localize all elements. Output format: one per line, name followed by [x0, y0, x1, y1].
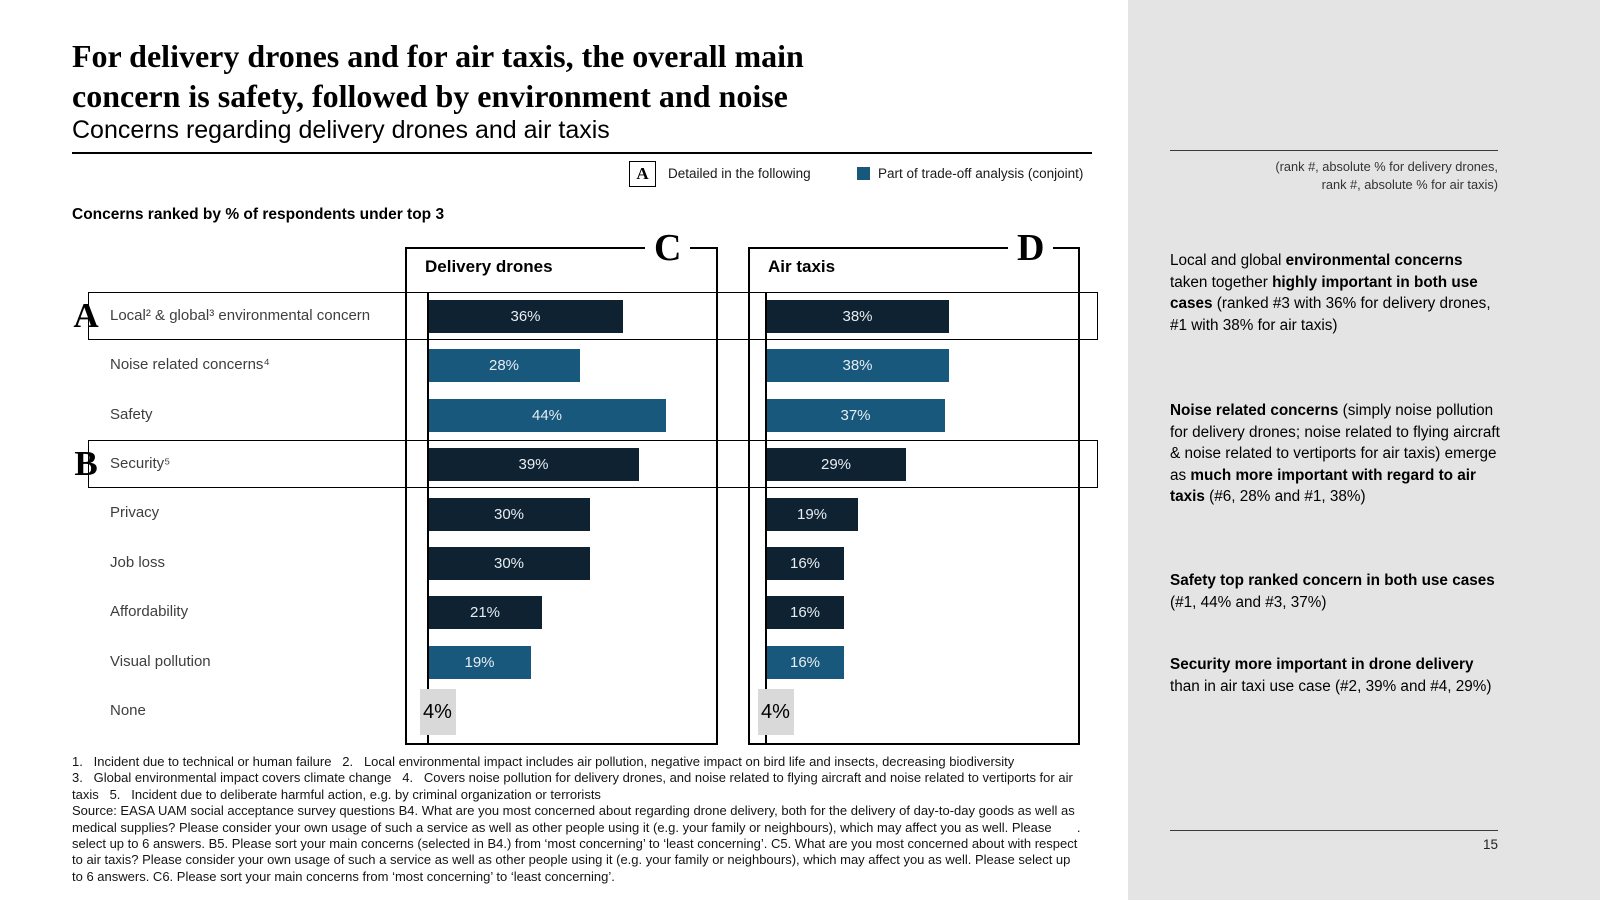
footnote-line: select up to 6 answers. B5. Please sort … — [72, 836, 1078, 851]
bar-delivery: 19% — [428, 645, 531, 679]
sidebar-text: (simply noise pollution for delivery dro… — [1170, 402, 1500, 484]
category-label: Privacy — [110, 504, 160, 522]
bar-value-label: 16% — [789, 604, 821, 622]
sidebar-text: Local and global — [1170, 252, 1286, 269]
footnote-line: to 6 answers. C6. Please sort your main … — [72, 868, 615, 884]
sidebar-bottom-rule — [1170, 830, 1498, 831]
none-value-badge-delivery: 4% — [420, 689, 456, 736]
legend-detailed-label: Detailed in the following — [668, 166, 811, 181]
chart-section-title: Concerns ranked by % of respondents unde… — [72, 206, 445, 223]
bar-delivery: 30% — [428, 497, 590, 531]
footnote-line: Source: EASA UAM social acceptance surve… — [72, 803, 1075, 819]
row-marker-letter-b: B — [74, 443, 98, 483]
bar-air: 38% — [766, 349, 949, 383]
sidebar-caption: (rank #, absolute % for delivery drones,… — [1170, 158, 1498, 193]
sidebar-text: than in air taxi use case (#2, 39% and #… — [1170, 677, 1492, 695]
footnote-line: taxis 5. Incident due to deliberate harm… — [72, 786, 601, 802]
bar-delivery: 36% — [428, 300, 623, 333]
bar-air: 16% — [766, 645, 844, 679]
footnote-line: 3. Global environmental impact covers cl… — [72, 770, 1073, 786]
bar-air: 37% — [766, 398, 945, 432]
bar-value-label: 19% — [464, 653, 495, 671]
footnote-line: medical supplies? Please consider your o… — [72, 819, 1081, 835]
page-number: 15 — [1482, 837, 1498, 852]
page-subtitle: Concerns regarding delivery drones and a… — [72, 116, 610, 144]
category-label: Visual pollution — [110, 652, 211, 670]
page-title-line2: concern is safety, followed by environme… — [72, 78, 788, 114]
bar-air: 29% — [766, 448, 906, 482]
bar-delivery: 39% — [428, 448, 639, 482]
legend-conjoint-label: Part of trade-off analysis (conjoint) — [878, 166, 1084, 181]
delivery-axis-line — [427, 292, 429, 744]
category-label: None — [110, 701, 146, 719]
category-label: Security⁵ — [110, 454, 171, 472]
sidebar-text-bold: highly important in both use cases — [1170, 273, 1478, 313]
bar-delivery: 30% — [428, 547, 590, 580]
sidebar-panel: (rank #, absolute % for delivery drones,… — [1128, 0, 1600, 900]
title-divider — [72, 152, 1092, 154]
sidebar-text-bold: Safety top ranked concern in both use ca… — [1170, 572, 1495, 589]
column-header-air-taxis: Air taxis — [768, 257, 836, 276]
sidebar-caption-line1: (rank #, absolute % for delivery drones, — [1275, 159, 1498, 174]
bar-delivery: 21% — [428, 596, 542, 630]
bar-delivery: 28% — [428, 349, 580, 383]
sidebar-caption-line2: rank #, absolute % for air taxis) — [1321, 176, 1498, 192]
bar-value-label: 39% — [518, 456, 549, 474]
sidebar-top-rule — [1170, 150, 1498, 151]
bar-value-label: 16% — [789, 653, 821, 671]
bar-value-label: 30% — [493, 555, 525, 572]
sidebar-text-bold: Noise related concerns — [1170, 402, 1339, 419]
category-label: Local² & global³ environmental concern — [110, 306, 371, 324]
category-label: Noise related concerns⁴ — [110, 356, 270, 374]
air-axis-line — [765, 292, 767, 744]
sidebar-text: (#6, 28% and #1, 38%) — [1204, 488, 1366, 505]
sidebar-text-bold: much more important with regard to air t… — [1170, 466, 1476, 506]
bar-delivery: 44% — [428, 398, 666, 432]
category-label: Safety — [110, 405, 153, 423]
bar-air: 19% — [766, 497, 858, 531]
bar-value-label: 19% — [796, 505, 828, 523]
bar-value-label: 38% — [842, 308, 873, 325]
category-label: Affordability — [110, 603, 189, 621]
column-header-delivery-drones: Delivery drones — [425, 257, 553, 276]
sidebar-text-bold: Security more important in drone deliver… — [1170, 656, 1474, 673]
bar-value-label: 30% — [493, 505, 525, 523]
marker-letter-d: D — [1008, 228, 1054, 268]
page-title-line1: For delivery drones and for air taxis, t… — [72, 38, 804, 74]
bar-air: 16% — [766, 596, 844, 630]
legend-conjoint-swatch-icon — [857, 167, 870, 180]
bar-value-label: 29% — [820, 456, 852, 474]
delivery-drones-chart-frame — [405, 247, 718, 745]
footnote-line: to air taxis? Please consider your own u… — [72, 852, 1071, 868]
sidebar-text: taken together — [1170, 273, 1273, 291]
none-value-badge-air: 4% — [758, 689, 794, 736]
sidebar-insight-paragraph: Security more important in drone deliver… — [1170, 654, 1504, 697]
bar-value-label: 38% — [842, 357, 873, 375]
bar-value-label: 21% — [469, 604, 501, 622]
bar-value-label: 37% — [840, 406, 871, 424]
sidebar-text-bold: environmental concerns — [1285, 252, 1463, 269]
bar-value-label: 28% — [488, 357, 520, 375]
sidebar-text: (ranked #3 with 36% for delivery drones,… — [1170, 295, 1491, 334]
sidebar-insight-paragraph: Local and global environmental concerns … — [1170, 250, 1504, 336]
bar-value-label: 44% — [531, 406, 563, 424]
sidebar-text: (#1, 44% and #3, 37%) — [1170, 593, 1327, 611]
page-title: For delivery drones and for air taxis, t… — [72, 36, 1072, 116]
row-marker-letter-a: A — [73, 295, 99, 335]
air-taxis-chart-frame — [748, 247, 1080, 745]
sidebar-insight-paragraph: Noise related concerns (simply noise pol… — [1170, 400, 1504, 508]
footnote-line: 1. Incident due to technical or human fa… — [72, 754, 1015, 769]
bar-air: 16% — [766, 547, 844, 580]
legend-detailed-marker: A — [629, 161, 656, 187]
sidebar-insight-paragraph: Safety top ranked concern in both use ca… — [1170, 570, 1504, 613]
marker-letter-c: C — [645, 228, 691, 268]
category-label: Job loss — [110, 553, 166, 571]
bar-air: 38% — [766, 300, 949, 333]
bar-value-label: 36% — [510, 308, 541, 325]
bar-value-label: 16% — [789, 555, 821, 572]
